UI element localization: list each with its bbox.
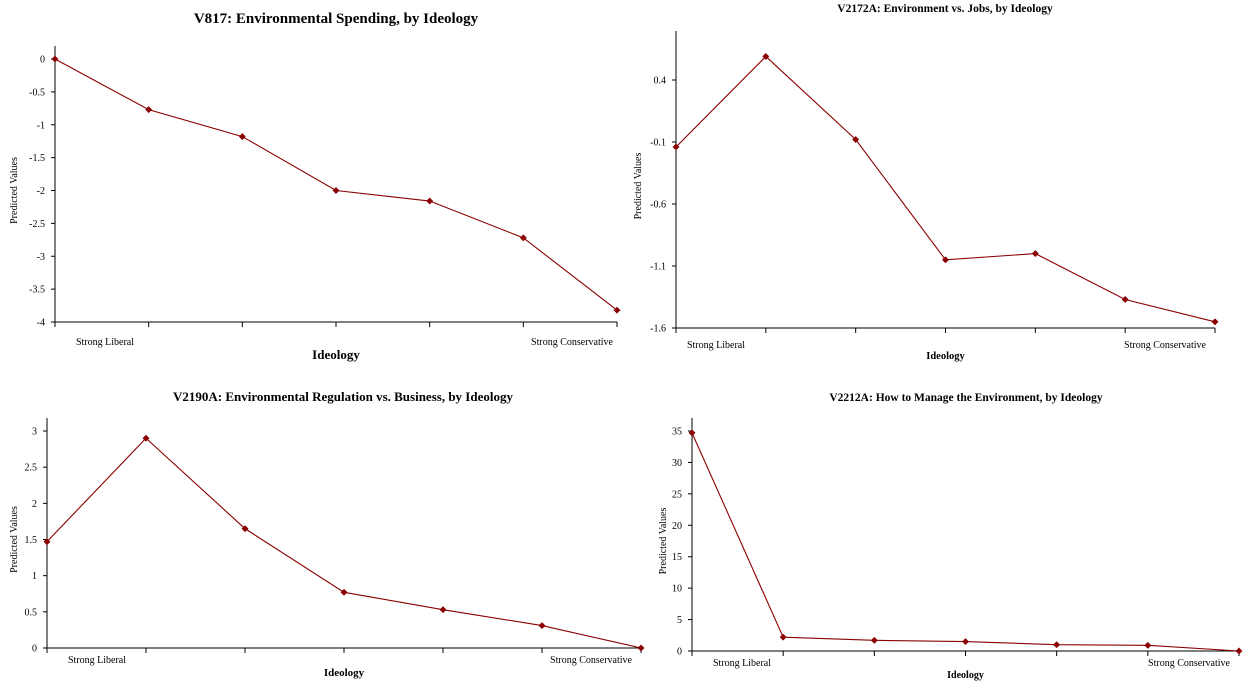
chart-4-x-label-start: Strong Liberal	[713, 658, 771, 669]
chart-1-y-tick-label: -3.5	[29, 285, 45, 296]
chart-4-y-axis-title: Predicted Values	[658, 508, 669, 575]
chart-1-data-point	[238, 133, 246, 141]
chart-3-data-point	[538, 622, 546, 630]
chart-1-data-point	[426, 197, 434, 205]
chart-4-y-tick-label: 20	[672, 521, 682, 532]
chart-3-data-point	[142, 434, 150, 442]
chart-1-y-tick-label: -2	[37, 186, 45, 197]
chart-1-y-tick-label: -4	[37, 318, 45, 329]
chart-1-x-axis-title: Ideology	[312, 347, 360, 362]
chart-4-data-point	[779, 633, 787, 641]
chart-3-y-tick-label: 2	[32, 499, 37, 510]
chart-2-data-point	[762, 52, 770, 60]
chart-4-x-axis-title: Ideology	[947, 670, 984, 681]
chart-1-y-tick-label: 0	[40, 55, 45, 66]
chart-3-x-axis-title: Ideology	[324, 667, 365, 679]
chart-2-y-tick-label: -0.1	[650, 138, 666, 149]
chart-1-y-axis-title: Predicted Values	[9, 157, 20, 224]
chart-1-y-tick-label: -2.5	[29, 219, 45, 230]
chart-3-y-tick-label: 0	[32, 644, 37, 655]
chart-3-data-point	[241, 525, 249, 533]
chart-2-data-point	[852, 135, 860, 144]
chart-1-data-point	[613, 306, 621, 314]
chart-3-x-label-start: Strong Liberal	[68, 655, 126, 666]
chart-3-y-tick-label: 0.5	[25, 607, 38, 618]
chart-3-data-point	[43, 538, 51, 546]
chart-1-y-tick-label: -3	[37, 252, 45, 263]
chart-2-y-tick-label: 0.4	[654, 76, 667, 87]
chart-4-data-point	[1053, 641, 1061, 649]
chart-3-x-label-end: Strong Conservative	[550, 655, 632, 666]
chart-2-series-line	[675, 55, 1216, 323]
chart-1-x-label-end: Strong Conservative	[531, 337, 613, 348]
chart-4-data-point	[961, 638, 970, 646]
chart-2-y-tick-label: -1.6	[650, 324, 666, 335]
chart-1-y-tick-label: -1	[37, 120, 45, 131]
chart-3-y-tick-label: 3	[32, 427, 37, 438]
chart-2-y-tick-label: -1.1	[650, 262, 666, 273]
chart-2-x-label-end: Strong Conservative	[1124, 340, 1206, 351]
chart-4-title: V2212A: How to Manage the Environment, b…	[829, 392, 1102, 404]
chart-4-y-tick-label: 35	[672, 427, 682, 438]
chart-3-series-line	[46, 437, 642, 649]
chart-4-data-point	[870, 636, 878, 644]
chart-2-y-tick-label: -0.6	[650, 200, 666, 211]
chart-3-data-point	[637, 644, 645, 652]
chart-1-data-point	[51, 55, 59, 63]
chart-1-series-line	[54, 58, 618, 311]
chart-2-title: V2172A: Environment vs. Jobs, by Ideolog…	[837, 3, 1053, 15]
chart-2-data-point	[1121, 295, 1129, 304]
chart-1-data-point	[519, 234, 527, 242]
chart-3-y-tick-label: 2.5	[25, 463, 38, 474]
chart-3-y-tick-label: 1	[32, 571, 37, 582]
chart-3-data-point	[439, 606, 447, 614]
chart-2-y-axis-title: Predicted Values	[633, 153, 644, 220]
chart-4-y-tick-label: 0	[677, 647, 682, 658]
chart-4-data-point	[1235, 647, 1243, 655]
chart-4-y-tick-label: 25	[672, 489, 682, 500]
chart-3-y-axis-title: Predicted Values	[9, 506, 20, 573]
chart-4-y-tick-label: 15	[672, 552, 682, 563]
chart-4-data-point	[1144, 641, 1152, 649]
chart-4-y-tick-label: 30	[672, 458, 682, 469]
chart-3-data-point	[340, 588, 348, 596]
chart-2-x-label-start: Strong Liberal	[687, 340, 745, 351]
chart-4-x-label-end: Strong Conservative	[1148, 658, 1230, 669]
chart-1-y-tick-label: -0.5	[29, 87, 45, 98]
chart-4-series-line	[691, 432, 1240, 652]
chart-1-y-tick-label: -1.5	[29, 153, 45, 164]
chart-3-title: V2190A: Environmental Regulation vs. Bus…	[173, 389, 513, 404]
chart-4-y-tick-label: 10	[672, 584, 682, 595]
chart-4-y-tick-label: 5	[677, 615, 682, 626]
chart-2-data-point	[1211, 318, 1219, 326]
chart-1-data-point	[332, 186, 340, 195]
chart-3-y-tick-label: 1.5	[25, 535, 38, 546]
chart-2-x-axis-title: Ideology	[926, 351, 965, 362]
chart-1-data-point	[145, 106, 153, 114]
chart-2-data-point	[672, 143, 680, 151]
chart-2-data-point	[941, 256, 950, 264]
chart-1-x-label-start: Strong Liberal	[76, 337, 134, 348]
chart-4-data-point	[688, 429, 696, 437]
chart-1-title: V817: Environmental Spending, by Ideolog…	[194, 11, 479, 27]
chart-2-data-point	[1031, 250, 1039, 258]
